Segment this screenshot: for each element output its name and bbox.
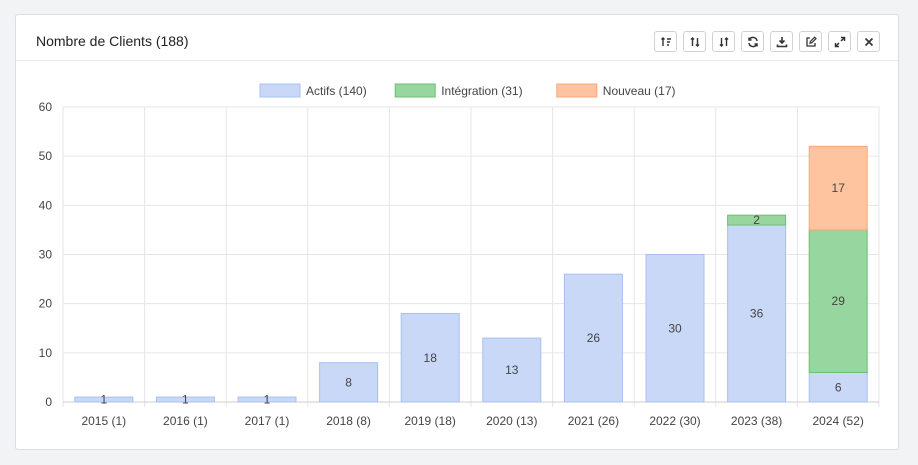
bar-segment [74,396,134,403]
expand-icon [834,36,845,47]
sort-amount-down-icon [719,36,728,47]
bar-segment [808,229,868,373]
x-tick-label: 2021 (26) [568,414,619,428]
legend-label: Intégration (31) [441,84,522,98]
x-tick-label: 2020 (13) [486,414,537,428]
refresh-button[interactable] [741,31,764,52]
y-tick-label: 20 [39,297,53,311]
x-tick-label: 2018 (8) [326,414,371,428]
sort-desc-button[interactable] [712,31,735,52]
x-tick-label: 2017 (1) [245,414,290,428]
bar-data-label: 36 [750,307,764,321]
panel-header: Nombre de Clients (188) [16,15,898,61]
bar-data-label: 1 [100,393,107,407]
bar-data-label: 2 [753,213,760,227]
bar-data-label: 13 [505,363,519,377]
legend-swatch [394,83,436,98]
bar-data-label: 17 [832,181,846,195]
close-icon [864,37,873,46]
bar-data-label: 1 [182,393,189,407]
legend-label: Actifs (140) [306,84,367,98]
x-tick-label: 2022 (30) [649,414,700,428]
bar-data-label: 26 [587,331,601,345]
bar-segment [808,145,868,231]
y-tick-label: 40 [39,198,53,212]
bar-segment [400,313,460,403]
x-tick-label: 2024 (52) [813,414,864,428]
bar-data-label: 6 [835,380,842,394]
edit-icon [805,35,817,47]
bar-segment [727,214,787,226]
sort-amount-up-icon [660,36,671,46]
bar-data-label: 8 [345,375,352,389]
legend-label: Nouveau (17) [603,84,676,98]
sort-asc-button[interactable] [654,31,677,52]
x-tick-label: 2016 (1) [163,414,208,428]
bar-data-label: 1 [264,393,271,407]
bar-segment [482,337,542,403]
refresh-icon [747,36,758,47]
bar-segment [563,273,623,403]
expand-button[interactable] [828,31,851,52]
legend-swatch [259,83,301,98]
bar-data-label: 18 [424,351,438,365]
bar-segment [237,396,297,403]
bar-segment [645,254,705,403]
y-tick-label: 60 [39,100,53,114]
y-tick-label: 10 [39,346,53,360]
y-tick-label: 0 [45,395,52,409]
sort-icon [690,36,699,47]
edit-button[interactable] [799,31,822,52]
bar-data-label: 30 [668,321,682,335]
close-button[interactable] [857,31,880,52]
download-button[interactable] [770,31,793,52]
y-tick-label: 30 [39,248,53,262]
bar-segment [319,362,379,403]
x-tick-label: 2015 (1) [81,414,126,428]
x-tick-label: 2023 (38) [731,414,782,428]
panel-title: Nombre de Clients (188) [36,33,189,49]
bar-segment [727,224,787,403]
y-tick-label: 50 [39,149,53,163]
bar-segment [155,396,215,403]
download-icon [776,36,787,47]
sort-default-button[interactable] [683,31,706,52]
legend-swatch [556,83,598,98]
panel-toolbar [654,31,880,52]
bar-segment [808,372,868,403]
x-tick-label: 2019 (18) [405,414,456,428]
bar-data-label: 29 [832,294,846,308]
